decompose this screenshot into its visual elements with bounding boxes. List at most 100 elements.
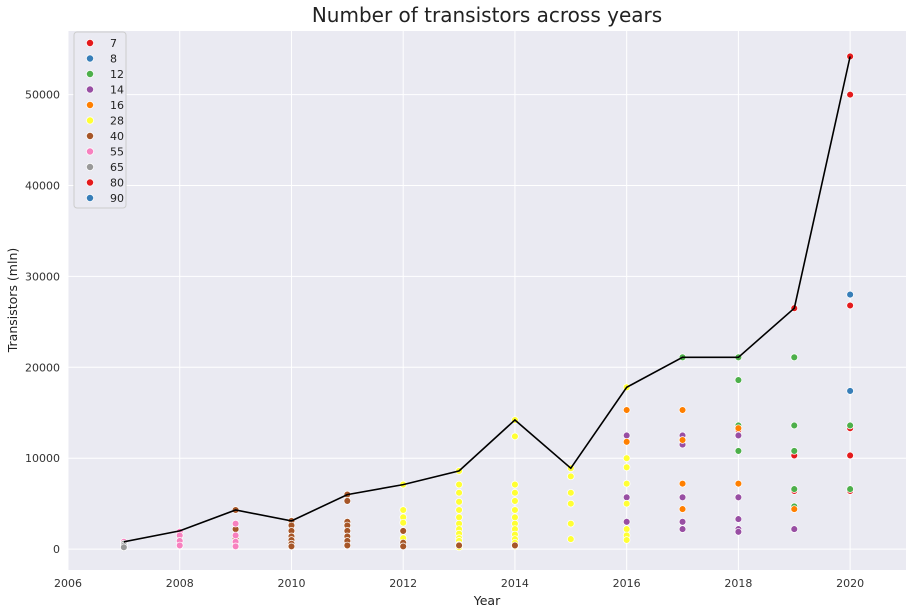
point-12 bbox=[846, 485, 854, 493]
point-14 bbox=[734, 431, 743, 440]
point-28 bbox=[455, 506, 463, 514]
y-tick-label: 40000 bbox=[25, 180, 60, 193]
point-7 bbox=[846, 451, 854, 460]
point-65 bbox=[120, 543, 128, 552]
point-28 bbox=[622, 499, 631, 508]
point-14 bbox=[734, 515, 743, 523]
point-28 bbox=[567, 472, 575, 481]
legend-marker bbox=[86, 132, 94, 140]
point-12 bbox=[846, 421, 854, 430]
point-14 bbox=[734, 493, 743, 502]
y-tick-label: 30000 bbox=[25, 270, 60, 283]
legend-marker bbox=[86, 54, 94, 63]
point-28 bbox=[511, 432, 519, 441]
point-16 bbox=[790, 505, 799, 513]
y-tick-label: 0 bbox=[53, 543, 60, 556]
point-14 bbox=[678, 518, 687, 526]
point-40 bbox=[455, 541, 463, 550]
point-16 bbox=[622, 406, 631, 414]
legend-label: 90 bbox=[110, 192, 124, 205]
point-16 bbox=[678, 479, 687, 488]
point-14 bbox=[622, 431, 631, 440]
legend-marker bbox=[86, 39, 94, 47]
x-tick-labels: 2006 2008 2010 2012 2014 2016 2018 2020 bbox=[54, 577, 864, 590]
x-tick-label: 2012 bbox=[389, 577, 417, 590]
point-12 bbox=[734, 376, 743, 384]
point-55 bbox=[231, 542, 240, 551]
point-12 bbox=[790, 421, 799, 430]
x-tick-label: 2016 bbox=[613, 577, 641, 590]
point-7 bbox=[846, 90, 854, 99]
point-28 bbox=[511, 480, 519, 489]
point-55 bbox=[231, 519, 240, 528]
chart-title: Number of transistors across years bbox=[312, 3, 662, 27]
point-14 bbox=[678, 493, 687, 502]
legend-marker bbox=[86, 178, 94, 187]
legend-label: 8 bbox=[110, 53, 117, 66]
x-tick-label: 2008 bbox=[166, 577, 194, 590]
legend-marker bbox=[86, 116, 94, 125]
legend-marker bbox=[86, 101, 94, 109]
point-28 bbox=[567, 499, 575, 508]
point-12 bbox=[790, 447, 799, 455]
point-16 bbox=[622, 438, 631, 446]
point-16 bbox=[734, 424, 743, 432]
point-28 bbox=[399, 506, 407, 514]
point-28 bbox=[455, 498, 463, 506]
max-transistors-line bbox=[123, 56, 851, 543]
x-tick-label: 2010 bbox=[277, 577, 305, 590]
point-40 bbox=[399, 527, 407, 535]
x-tick-label: 2020 bbox=[836, 577, 864, 590]
point-14 bbox=[622, 518, 631, 526]
point-16 bbox=[734, 479, 743, 488]
legend-marker bbox=[86, 147, 94, 156]
point-55 bbox=[231, 531, 240, 540]
legend-label: 14 bbox=[110, 84, 124, 97]
point-28 bbox=[455, 513, 463, 522]
point-28 bbox=[622, 536, 631, 544]
point-8 bbox=[846, 387, 854, 395]
point-40 bbox=[287, 542, 296, 551]
plot-area bbox=[68, 31, 906, 570]
y-axis-label: Transistors (mln) bbox=[5, 248, 20, 354]
legend-label: 7 bbox=[110, 37, 117, 50]
point-28 bbox=[511, 506, 519, 514]
legend-label: 55 bbox=[110, 146, 124, 159]
legend-label: 40 bbox=[110, 130, 124, 143]
point-12 bbox=[734, 447, 743, 455]
point-28 bbox=[622, 525, 631, 533]
point-28 bbox=[399, 518, 407, 527]
point-28 bbox=[622, 479, 631, 488]
x-axis-label: Year bbox=[473, 593, 501, 608]
point-16 bbox=[678, 505, 687, 513]
point-28 bbox=[567, 488, 575, 497]
point-40 bbox=[511, 541, 519, 550]
legend-label: 28 bbox=[110, 115, 124, 128]
point-55 bbox=[175, 541, 184, 550]
point-14 bbox=[678, 525, 687, 533]
legend-label: 16 bbox=[110, 99, 124, 112]
point-28 bbox=[455, 480, 463, 489]
point-28 bbox=[511, 497, 519, 505]
point-40 bbox=[399, 542, 407, 551]
point-7 bbox=[846, 301, 854, 310]
y-tick-label: 10000 bbox=[25, 452, 60, 465]
legend-label: 80 bbox=[110, 177, 124, 190]
point-28 bbox=[622, 463, 631, 472]
point-40 bbox=[343, 541, 352, 550]
point-16 bbox=[678, 436, 687, 444]
legend-label: 12 bbox=[110, 68, 124, 81]
point-12 bbox=[790, 485, 799, 493]
point-28 bbox=[567, 519, 575, 528]
point-28 bbox=[455, 488, 463, 497]
point-14 bbox=[622, 493, 631, 502]
legend-marker bbox=[86, 85, 94, 94]
point-14 bbox=[734, 528, 743, 536]
point-14 bbox=[790, 525, 799, 533]
legend-label: 65 bbox=[110, 161, 124, 174]
point-28 bbox=[567, 535, 575, 543]
point-28 bbox=[622, 454, 631, 462]
legend: 7 8 12 14 16 28 40 55 65 80 90 bbox=[73, 31, 127, 209]
y-tick-label: 20000 bbox=[25, 361, 60, 374]
